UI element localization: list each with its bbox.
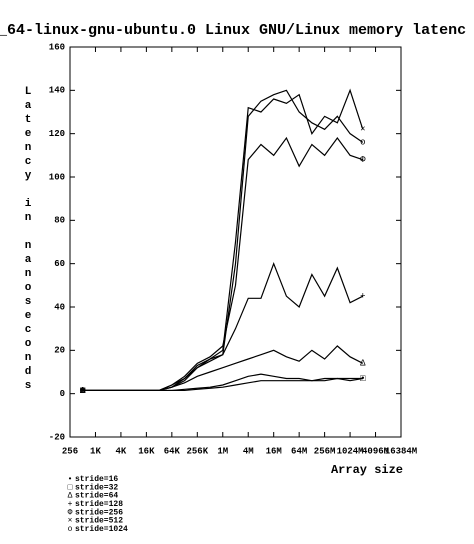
x-tick-label: 4M: [243, 446, 254, 456]
point-marker: o: [80, 386, 85, 396]
x-tick-label: 64M: [291, 446, 307, 456]
legend-label: stride=128: [75, 500, 123, 509]
legend-marker: Δ: [68, 492, 73, 501]
legend-marker: □: [68, 483, 73, 492]
plot-frame: [69, 46, 402, 438]
y-tick-label: -20: [49, 432, 65, 442]
legend-label: stride=32: [75, 483, 118, 492]
legend-marker: •: [68, 475, 73, 484]
x-tick-label: 4K: [116, 446, 127, 456]
point-marker: □: [360, 374, 366, 384]
x-tick-label: 256: [62, 446, 78, 456]
y-tick-label: 40: [54, 302, 65, 312]
legend-label: stride=64: [75, 492, 118, 501]
point-marker: +: [360, 292, 365, 302]
legend-label: stride=256: [75, 508, 123, 517]
x-axis-label: Array size: [331, 463, 403, 477]
x-tick-label: 16M: [266, 446, 282, 456]
point-marker: o: [360, 138, 365, 148]
y-tick-label: 140: [49, 86, 65, 96]
x-tick-label: 64K: [164, 446, 181, 456]
legend-label: stride=16: [75, 475, 118, 484]
legend-marker: +: [68, 500, 73, 509]
y-tick-label: 80: [54, 216, 65, 226]
legend-marker: Φ: [68, 508, 73, 517]
chart-title: _64-linux-gnu-ubuntu.0 Linux GNU/Linux m…: [0, 22, 466, 39]
point-marker: ×: [360, 125, 365, 135]
series-line: [82, 88, 364, 392]
legend-label: stride=512: [75, 517, 123, 526]
y-axis-label: Latency in nanoseconds: [22, 86, 34, 394]
series-line: [82, 89, 364, 392]
y-tick-label: 120: [49, 129, 65, 139]
x-tick-label: 1M: [217, 446, 228, 456]
point-marker: Φ: [360, 155, 366, 165]
y-tick-label: 160: [49, 42, 65, 52]
y-tick-label: 100: [49, 172, 65, 182]
series-line: [82, 261, 364, 392]
x-tick-label: 256M: [314, 446, 336, 456]
legend-label: stride=1024: [75, 525, 128, 534]
y-tick-label: 20: [54, 346, 65, 356]
x-tick-label: 1K: [90, 446, 101, 456]
series-line: [82, 373, 363, 392]
x-tick-label: 4096M: [362, 446, 389, 456]
legend-marker: ×: [68, 517, 73, 526]
x-tick-label: 1024M: [337, 446, 364, 456]
y-tick-label: 0: [60, 389, 65, 399]
x-tick-label: 256K: [187, 446, 209, 456]
x-tick-label: 16384M: [385, 446, 417, 456]
y-tick-label: 60: [54, 259, 65, 269]
legend-marker: o: [68, 525, 73, 534]
x-tick-label: 16K: [138, 446, 155, 456]
point-marker: Δ: [360, 359, 366, 369]
